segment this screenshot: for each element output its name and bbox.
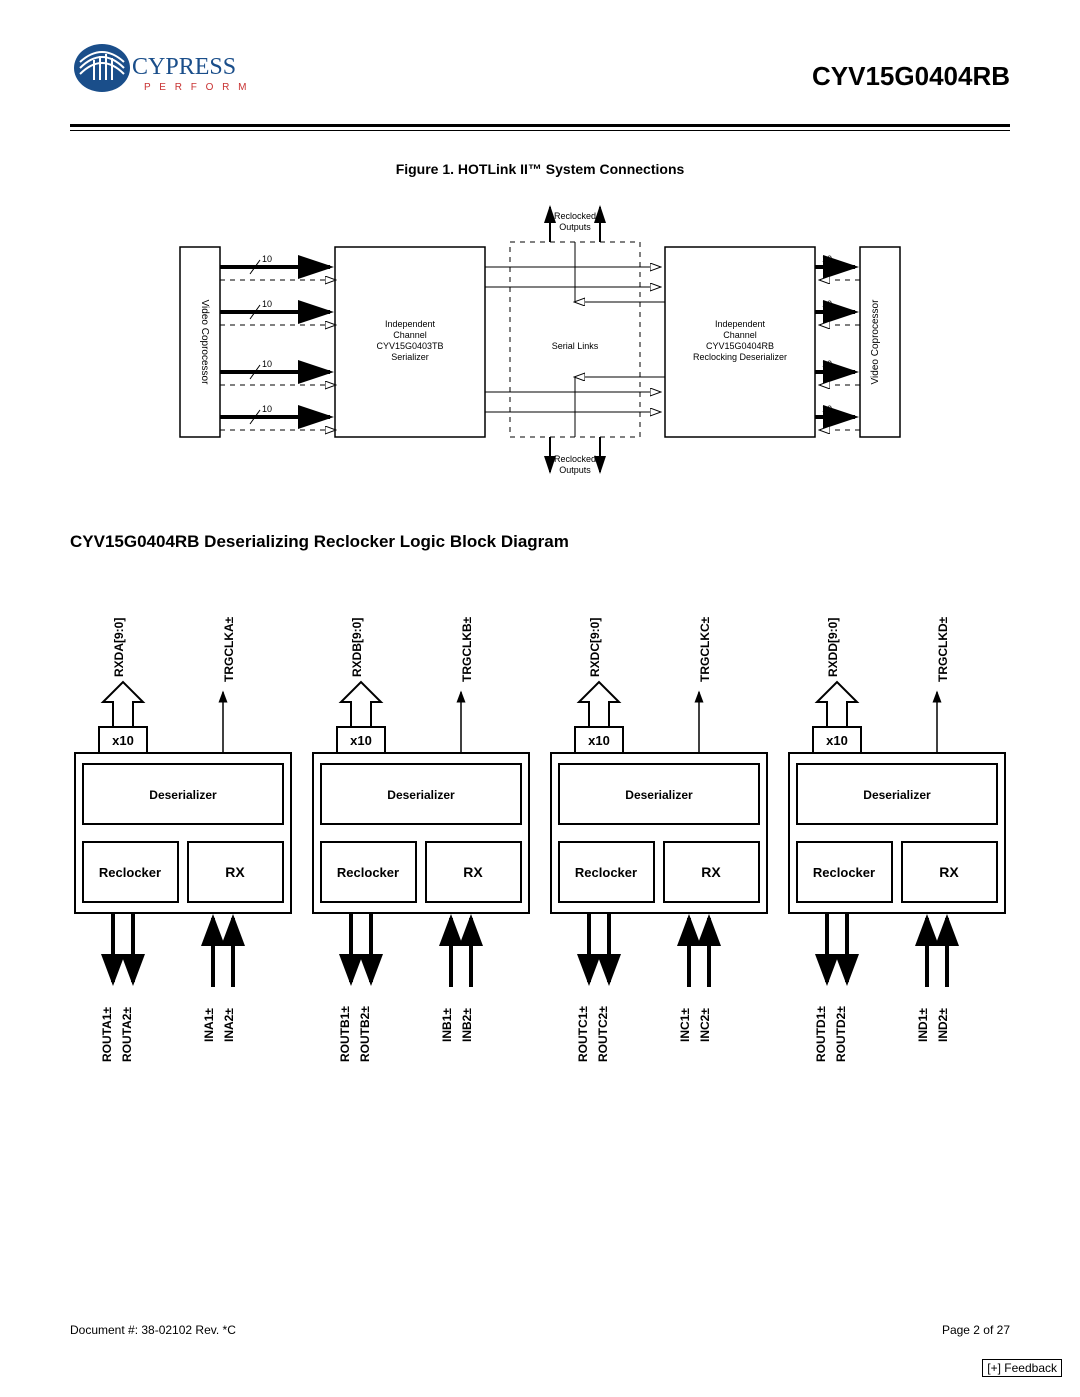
svg-text:INA2±: INA2± bbox=[222, 1008, 236, 1042]
svg-text:INB2±: INB2± bbox=[460, 1008, 474, 1042]
part-number: CYV15G0404RB bbox=[812, 61, 1010, 92]
svg-text:CYPRESS: CYPRESS bbox=[132, 54, 236, 80]
svg-text:Reclocked: Reclocked bbox=[554, 454, 596, 464]
page-header: CYPRESS P E R F O R M CYV15G0404RB bbox=[70, 36, 1010, 124]
svg-text:ROUTB1±: ROUTB1± bbox=[338, 1006, 352, 1062]
channel-b: RXDB[9:0] TRGCLKB± x10 Deserializer Recl… bbox=[308, 582, 534, 1102]
svg-text:Serial Links: Serial Links bbox=[552, 341, 599, 351]
svg-text:INA1±: INA1± bbox=[202, 1008, 216, 1042]
svg-text:Reclocker: Reclocker bbox=[575, 865, 637, 880]
svg-text:Independent: Independent bbox=[385, 319, 436, 329]
svg-text:Video Coprocessor: Video Coprocessor bbox=[870, 299, 881, 385]
page-footer: Document #: 38-02102 Rev. *C Page 2 of 2… bbox=[70, 1323, 1010, 1337]
channel-d: RXDD[9:0] TRGCLKD± x10 Deserializer Recl… bbox=[784, 582, 1010, 1102]
svg-text:Deserializer: Deserializer bbox=[387, 788, 455, 802]
page: CYPRESS P E R F O R M CYV15G0404RB Figur… bbox=[0, 0, 1080, 1102]
svg-text:ROUTB2±: ROUTB2± bbox=[358, 1006, 372, 1062]
svg-text:ROUTD1±: ROUTD1± bbox=[814, 1006, 828, 1062]
svg-text:Serializer: Serializer bbox=[391, 352, 429, 362]
figure-1-diagram: Video Coprocessor Independent Channel CY… bbox=[160, 187, 920, 497]
svg-text:10: 10 bbox=[822, 254, 832, 264]
svg-text:ROUTC1±: ROUTC1± bbox=[576, 1006, 590, 1062]
channels-row: RXDA[9:0] TRGCLKA± x10 Deserializer Recl… bbox=[70, 582, 1010, 1102]
channel-a-svg: RXDA[9:0] TRGCLKA± x10 Deserializer Recl… bbox=[70, 582, 296, 1102]
svg-text:IND1±: IND1± bbox=[916, 1008, 930, 1042]
svg-text:RX: RX bbox=[701, 864, 721, 880]
channel-c: RXDC[9:0] TRGCLKC± x10 Deserializer Recl… bbox=[546, 582, 772, 1102]
svg-text:Reclocked: Reclocked bbox=[554, 211, 596, 221]
header-rule-thick bbox=[70, 124, 1010, 127]
svg-text:Reclocker: Reclocker bbox=[813, 865, 875, 880]
svg-text:10: 10 bbox=[822, 404, 832, 414]
svg-text:ROUTA1±: ROUTA1± bbox=[100, 1007, 114, 1062]
svg-text:10: 10 bbox=[262, 359, 272, 369]
figure-1-title: Figure 1. HOTLink II™ System Connections bbox=[70, 161, 1010, 177]
svg-text:RX: RX bbox=[939, 864, 959, 880]
svg-text:x10: x10 bbox=[350, 733, 372, 748]
svg-text:ROUTD2±: ROUTD2± bbox=[834, 1006, 848, 1062]
svg-text:INC2±: INC2± bbox=[698, 1008, 712, 1042]
svg-text:RXDC[9:0]: RXDC[9:0] bbox=[588, 618, 602, 677]
svg-text:Video Coprocessor: Video Coprocessor bbox=[199, 300, 210, 386]
channel-a: RXDA[9:0] TRGCLKA± x10 Deserializer Recl… bbox=[70, 582, 296, 1102]
svg-text:Outputs: Outputs bbox=[559, 222, 591, 232]
svg-text:10: 10 bbox=[262, 254, 272, 264]
svg-text:10: 10 bbox=[262, 404, 272, 414]
svg-text:Outputs: Outputs bbox=[559, 465, 591, 475]
svg-text:10: 10 bbox=[822, 359, 832, 369]
header-rule-thin bbox=[70, 130, 1010, 131]
svg-text:RXDA[9:0]: RXDA[9:0] bbox=[112, 618, 126, 677]
svg-text:ROUTC2±: ROUTC2± bbox=[596, 1006, 610, 1062]
doc-number: Document #: 38-02102 Rev. *C bbox=[70, 1323, 236, 1337]
svg-text:RX: RX bbox=[463, 864, 483, 880]
svg-text:ROUTA2±: ROUTA2± bbox=[120, 1007, 134, 1062]
svg-text:CYV15G0404RB: CYV15G0404RB bbox=[706, 341, 774, 351]
svg-text:RXDD[9:0]: RXDD[9:0] bbox=[826, 618, 840, 677]
svg-text:TRGCLKA±: TRGCLKA± bbox=[222, 616, 236, 682]
figure-1: Figure 1. HOTLink II™ System Connections… bbox=[70, 161, 1010, 502]
svg-text:10: 10 bbox=[262, 299, 272, 309]
page-number: Page 2 of 27 bbox=[942, 1323, 1010, 1337]
channel-d-svg: RXDD[9:0] TRGCLKD± x10 Deserializer Recl… bbox=[784, 582, 1010, 1102]
svg-text:x10: x10 bbox=[826, 733, 848, 748]
svg-text:Reclocker: Reclocker bbox=[337, 865, 399, 880]
svg-text:Channel: Channel bbox=[393, 330, 427, 340]
svg-text:Deserializer: Deserializer bbox=[863, 788, 931, 802]
svg-text:Deserializer: Deserializer bbox=[149, 788, 217, 802]
svg-text:INC1±: INC1± bbox=[678, 1008, 692, 1042]
cypress-logo: CYPRESS P E R F O R M bbox=[70, 36, 250, 116]
svg-text:Reclocking Deserializer: Reclocking Deserializer bbox=[693, 352, 787, 362]
svg-text:INB1±: INB1± bbox=[440, 1008, 454, 1042]
svg-text:RX: RX bbox=[225, 864, 245, 880]
svg-text:Independent: Independent bbox=[715, 319, 766, 329]
svg-text:TRGCLKC±: TRGCLKC± bbox=[698, 616, 712, 682]
svg-text:RXDB[9:0]: RXDB[9:0] bbox=[350, 618, 364, 677]
channel-b-svg: RXDB[9:0] TRGCLKB± x10 Deserializer Recl… bbox=[308, 582, 534, 1102]
svg-text:x10: x10 bbox=[112, 733, 134, 748]
svg-text:IND2±: IND2± bbox=[936, 1008, 950, 1042]
svg-text:Deserializer: Deserializer bbox=[625, 788, 693, 802]
svg-text:Channel: Channel bbox=[723, 330, 757, 340]
svg-text:P E R F O R M: P E R F O R M bbox=[144, 82, 250, 93]
svg-text:TRGCLKB±: TRGCLKB± bbox=[460, 616, 474, 682]
channel-c-svg: RXDC[9:0] TRGCLKC± x10 Deserializer Recl… bbox=[546, 582, 772, 1102]
svg-text:Reclocker: Reclocker bbox=[99, 865, 161, 880]
section-2-title: CYV15G0404RB Deserializing Reclocker Log… bbox=[70, 532, 1010, 552]
svg-text:CYV15G0403TB: CYV15G0403TB bbox=[376, 341, 443, 351]
feedback-link[interactable]: [+] Feedback bbox=[982, 1359, 1062, 1377]
svg-text:x10: x10 bbox=[588, 733, 610, 748]
svg-text:10: 10 bbox=[822, 299, 832, 309]
svg-text:TRGCLKD±: TRGCLKD± bbox=[936, 616, 950, 682]
